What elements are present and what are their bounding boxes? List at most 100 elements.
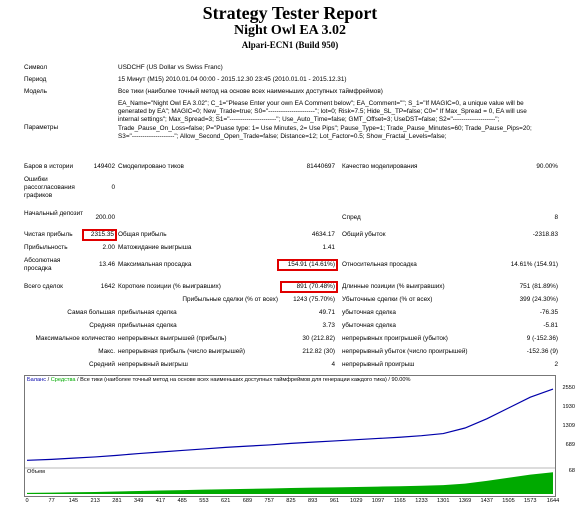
- label-average: Средняя: [89, 322, 115, 329]
- value-total-trades: 1642: [100, 283, 115, 290]
- label-gross-profit: Общая прибыль: [118, 231, 167, 238]
- label-params: Параметры: [24, 124, 59, 131]
- x-tick-label: 485: [177, 498, 187, 504]
- value-loss-trades: 399 (24.30%): [519, 296, 558, 303]
- label-net-profit: Чистая прибыль: [24, 231, 73, 238]
- label-period: Период: [24, 76, 47, 83]
- label-loss-trades: Убыточные сделки (% от всех): [342, 296, 433, 303]
- value-spread: 8: [554, 214, 558, 221]
- label-short-positions: Короткие позиции (% выигравших): [118, 283, 221, 290]
- x-tick-label: 1369: [458, 498, 472, 504]
- label-bars: Баров в истории: [24, 163, 74, 170]
- value-largest-profit: 49.71: [319, 309, 335, 316]
- label-abs-drawdown: Абсолютная просадка: [24, 257, 61, 272]
- y-tick-label: 68: [568, 468, 575, 474]
- label-average-loss: убыточная сделка: [342, 322, 396, 329]
- value-quality: 90.00%: [536, 163, 558, 170]
- label-avg-cons-wins: непрерывный выигрыш: [118, 361, 188, 368]
- value-ticks: 81440697: [306, 163, 335, 170]
- label-spread: Спред: [342, 214, 361, 221]
- label-average-profit: прибыльная сделка: [118, 322, 177, 329]
- x-tick-label: 825: [286, 498, 296, 504]
- x-tick-label: 0: [25, 498, 29, 504]
- server-build: Alpari-ECN1 (Build 950): [241, 40, 339, 50]
- value-largest-loss: -76.35: [539, 309, 558, 316]
- value-max-drawdown: 154.91 (14.61%): [277, 259, 338, 271]
- chart-title-rest: Все тики (наиболее точный метод на основ…: [80, 377, 411, 383]
- x-tick-label: 1644: [546, 498, 560, 504]
- label-errors: Ошибки рассогласования графиков: [24, 176, 75, 199]
- chart-legend-equity: Средства: [50, 377, 76, 383]
- value-errors: 0: [111, 184, 115, 191]
- chart-legend-balance: Баланс: [27, 377, 47, 383]
- value-rel-drawdown: 14.61% (154.91): [510, 261, 558, 268]
- value-average-loss: -5.81: [543, 322, 558, 329]
- value-net-profit: 2315.35: [82, 229, 117, 241]
- label-largest: Самая большая: [67, 309, 115, 316]
- y-tick-label: 2550: [562, 385, 575, 391]
- label-symbol: Символ: [24, 64, 48, 71]
- label-quality: Качество моделирования: [342, 163, 418, 170]
- value-period: 15 Минут (M15) 2010.01.04 00:00 - 2015.1…: [118, 76, 347, 83]
- y-tick-label: 689: [565, 442, 575, 449]
- volume-area: [27, 472, 553, 494]
- volume-label: Объем: [27, 469, 45, 475]
- balance-chart: Баланс / Средства / Все тики (наиболее т…: [24, 375, 575, 504]
- label-max-cons-profit: непрерывная прибыль (число выигрышей): [118, 348, 245, 355]
- x-tick-label: 145: [68, 498, 79, 504]
- label-model: Модель: [24, 88, 47, 95]
- label-avg-cons-losses: непрерывный проигрыш: [342, 361, 415, 368]
- x-tick-label: 1437: [480, 498, 493, 504]
- label-long-positions: Длинные позиции (% выигравших): [342, 283, 445, 290]
- balance-chart-plot: [25, 388, 555, 494]
- x-tick-label: 349: [133, 498, 144, 504]
- label-max-cons-wins: непрерывных выигрышей (прибыль): [118, 335, 227, 342]
- label-profit-factor: Прибыльность: [24, 244, 68, 251]
- value-long-positions: 751 (81.89%): [519, 283, 558, 290]
- label-largest-profit: прибыльная сделка: [118, 309, 177, 316]
- label-max: Макс.: [98, 348, 115, 355]
- label-avg: Средний: [89, 361, 115, 368]
- value-gross-profit: 4634.17: [311, 231, 335, 238]
- value-params: EA_Name="Night Owl EA 3.02"; C_1="Please…: [118, 100, 532, 140]
- label-max-cons-losses: непрерывных проигрышей (убыток): [342, 335, 448, 342]
- label-total-trades: Всего сделок: [24, 283, 63, 290]
- x-tick-label: 1097: [371, 498, 385, 504]
- label-largest-loss: убыточная сделка: [342, 309, 396, 316]
- value-deposit: 200.00: [95, 214, 115, 221]
- x-tick-label: 417: [155, 498, 166, 504]
- value-short-positions: 891 (70.48%): [280, 281, 338, 293]
- y-tick-label: 1930: [562, 404, 575, 411]
- chart-title: Баланс / Средства / Все тики (наиболее т…: [27, 377, 411, 383]
- value-gross-loss: -2318.83: [532, 231, 558, 238]
- value-max-cons-loss: -152.36 (9): [526, 348, 558, 355]
- label-deposit: Начальный депозит: [24, 210, 84, 217]
- value-profit-trades: 1243 (75.70%): [293, 296, 335, 303]
- value-bars: 149402: [93, 163, 115, 170]
- x-tick-label: 1573: [524, 498, 537, 504]
- label-max-cons-loss: непрерывный убыток (число проигрышей): [342, 348, 468, 355]
- balance-line: [26, 388, 554, 461]
- value-symbol: USDCHF (US Dollar vs Swiss Franc): [118, 64, 223, 71]
- value-expected-payoff: 1.41: [322, 244, 335, 251]
- x-tick-label: 961: [329, 498, 340, 504]
- x-tick-label: 621: [221, 498, 231, 504]
- value-model: Все тики (наиболее точный метод на основ…: [118, 88, 383, 95]
- label-max-count: Максимальное количество: [35, 335, 115, 342]
- value-average-profit: 3.73: [322, 322, 335, 329]
- x-tick-label: 1029: [349, 498, 363, 504]
- label-max-drawdown: Максимальная просадка: [118, 261, 192, 268]
- value-avg-cons-wins: 4: [331, 361, 335, 368]
- x-tick-label: 757: [264, 498, 274, 504]
- label-rel-drawdown: Относительная просадка: [342, 261, 417, 268]
- label-expected-payoff: Матожидание выигрыша: [118, 244, 192, 251]
- label-ticks: Смоделировано тиков: [118, 163, 184, 170]
- ea-name: Night Owl EA 3.02: [233, 23, 346, 38]
- report-title: Strategy Tester Report: [202, 3, 378, 23]
- x-tick-label: 213: [90, 498, 100, 504]
- x-tick-label: 1165: [393, 498, 406, 504]
- x-tick-label: 553: [199, 498, 209, 504]
- x-tick-label: 893: [308, 498, 318, 504]
- x-tick-label: 1233: [415, 498, 428, 504]
- x-tick-label: 77: [48, 498, 55, 504]
